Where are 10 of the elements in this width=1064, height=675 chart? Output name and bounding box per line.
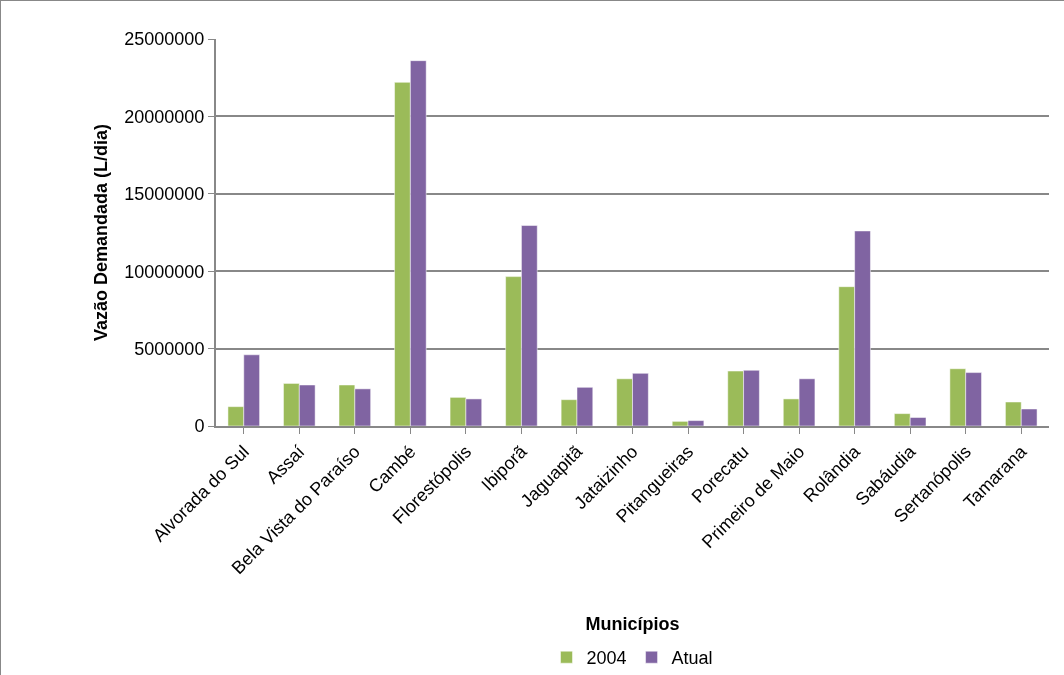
y-tick-label: 15000000 [124,184,205,205]
y-tick-label: 25000000 [124,29,205,50]
y-tick-label: 5000000 [134,338,205,359]
y-tick-label: 10000000 [124,261,205,282]
x-axis-title: Municípios [585,613,680,634]
y-tick-label: 20000000 [124,106,205,127]
legend-label: 2004 [586,648,627,669]
legend-label: Atual [671,648,713,669]
y-axis-title: Vazão Demandada (L/dia) [91,123,112,342]
y-tick-label: 0 [194,416,205,437]
